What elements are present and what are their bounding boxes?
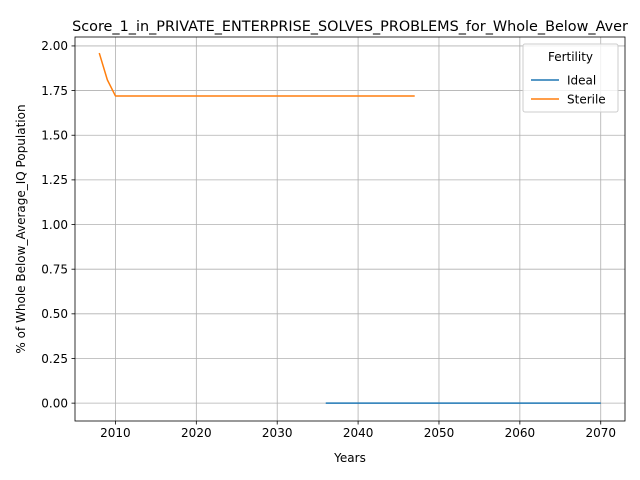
x-tick-label: 2060 xyxy=(505,426,536,440)
y-axis-ticks: 0.00 0.25 0.50 0.75 1.00 1.25 1.50 1.75 2.00 xyxy=(41,39,75,410)
y-axis-label: % of Whole Below_Average_IQ Population xyxy=(14,104,28,353)
y-tick-label: 1.00 xyxy=(41,218,68,232)
series-line-sterile xyxy=(98,52,415,97)
legend-label-ideal: Ideal xyxy=(567,73,596,87)
x-axis-ticks: 2010 2020 2030 2040 2050 2060 2070 xyxy=(100,421,616,440)
y-tick-label: 0.75 xyxy=(41,262,68,276)
y-tick-label: 0.00 xyxy=(41,396,68,410)
x-tick-label: 2070 xyxy=(585,426,616,440)
x-axis-label: Years xyxy=(333,451,366,465)
chart-title: Score_1_in_PRIVATE_ENTERPRISE_SOLVES_PRO… xyxy=(72,19,628,35)
legend-box xyxy=(522,43,619,113)
legend-entries: Ideal Sterile xyxy=(531,73,606,106)
legend: Fertility Ideal Sterile xyxy=(522,43,619,113)
series-lines xyxy=(98,52,601,404)
x-tick-label: 2050 xyxy=(424,426,455,440)
y-tick-label: 0.25 xyxy=(41,352,68,366)
x-tick-label: 2030 xyxy=(262,426,293,440)
y-tick-label: 1.25 xyxy=(41,173,68,187)
x-tick-label: 2040 xyxy=(343,426,374,440)
grid xyxy=(75,37,625,421)
x-tick-label: 2010 xyxy=(100,426,131,440)
y-tick-label: 2.00 xyxy=(41,39,68,53)
y-tick-label: 1.75 xyxy=(41,84,68,98)
x-tick-label: 2020 xyxy=(181,426,212,440)
y-tick-label: 0.50 xyxy=(41,307,68,321)
plot-frame xyxy=(74,36,626,422)
legend-title: Fertility xyxy=(548,50,593,64)
legend-label-sterile: Sterile xyxy=(567,92,606,106)
y-tick-label: 1.50 xyxy=(41,129,68,143)
